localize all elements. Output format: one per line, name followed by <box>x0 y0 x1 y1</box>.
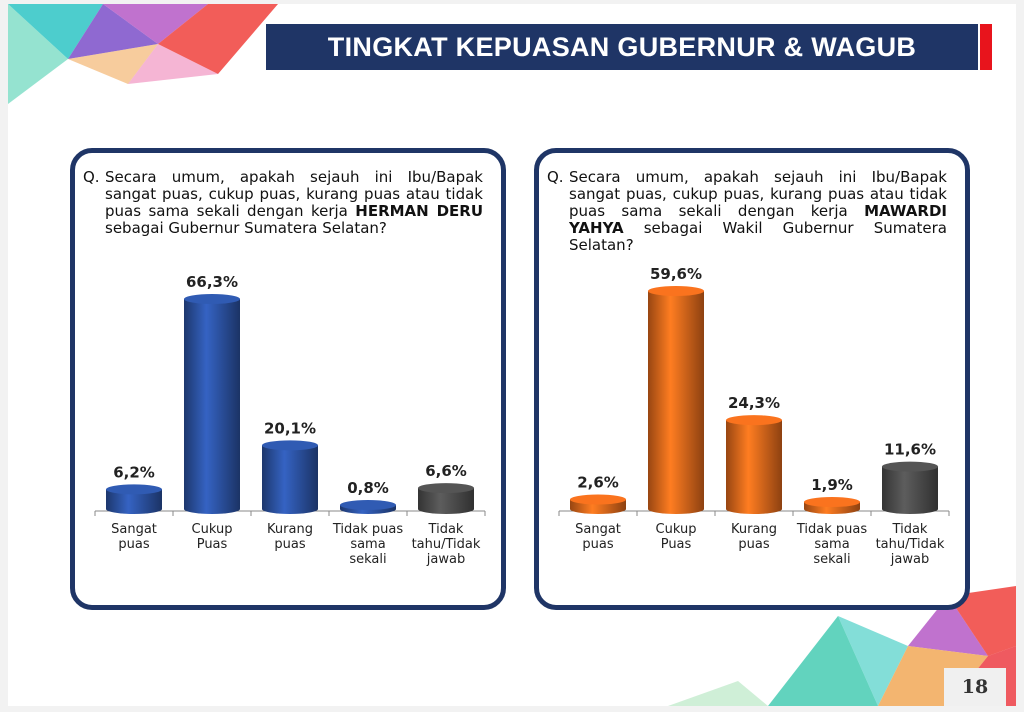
bar <box>804 497 860 514</box>
right-question: Q. Secara umum, apakah sejauh ini Ibu/Ba… <box>547 169 947 254</box>
right-bar-chart: 2,6% Sangat puas 59,6% Cukup Puas 24,3% Kurang p… <box>558 265 950 567</box>
slide: TINGKAT KEPUASAN GUBERNUR & WAGUB Q. Sec… <box>8 4 1016 706</box>
left-question-text-end: sebagai Gubernur Sumatera Selatan? <box>105 219 387 237</box>
category-label: Sangat puas <box>111 522 157 552</box>
category-label: Tidak tahu/Tidak jawab <box>876 522 945 567</box>
data-label: 11,6% <box>884 441 936 459</box>
category-label: Sangat puas <box>575 522 621 552</box>
page-title: TINGKAT KEPUASAN GUBERNUR & WAGUB <box>327 32 917 62</box>
left-question-prefix: Q. <box>83 168 100 186</box>
title-bar: TINGKAT KEPUASAN GUBERNUR & WAGUB <box>266 24 978 70</box>
bar <box>882 461 938 514</box>
data-label: 6,2% <box>113 463 155 481</box>
data-label: 6,6% <box>425 462 467 480</box>
data-label: 59,6% <box>650 265 702 283</box>
data-label: 1,9% <box>811 476 853 494</box>
title-accent-bar <box>980 24 992 70</box>
category-label: Tidak puas sama sekali <box>332 522 403 567</box>
right-question-prefix: Q. <box>547 168 564 186</box>
data-label: 2,6% <box>577 473 619 491</box>
data-label: 24,3% <box>728 394 780 412</box>
page-number: 18 <box>944 668 1006 706</box>
left-question-text: Secara umum, apakah sejauh ini Ibu/Bapak… <box>105 168 483 220</box>
bar <box>570 494 626 514</box>
left-bar-chart: 6,2% Sangat puas 66,3% Cukup Puas 20,1% Kurang p… <box>94 273 486 567</box>
bar <box>648 286 704 514</box>
right-chart-panel: Q. Secara umum, apakah sejauh ini Ibu/Ba… <box>534 148 970 610</box>
bar <box>418 483 474 514</box>
top-left-decoration <box>8 4 278 104</box>
left-chart-panel: Q. Secara umum, apakah sejauh ini Ibu/Ba… <box>70 148 506 610</box>
data-label: 20,1% <box>264 419 316 437</box>
right-question-name: MAWARDI YAHYA <box>569 202 947 237</box>
left-question: Q. Secara umum, apakah sejauh ini Ibu/Ba… <box>83 169 483 237</box>
category-label: Kurang puas <box>267 522 313 552</box>
bar <box>184 294 240 514</box>
data-label: 66,3% <box>186 273 238 291</box>
category-label: Tidak tahu/Tidak jawab <box>412 522 481 567</box>
bar <box>262 440 318 514</box>
bar <box>726 415 782 514</box>
bar <box>106 484 162 514</box>
data-label: 0,8% <box>347 479 389 497</box>
category-label: Kurang puas <box>731 522 777 552</box>
bar <box>340 500 396 514</box>
category-label: Tidak puas sama sekali <box>796 522 867 567</box>
category-label: Cukup Puas <box>656 522 697 552</box>
left-question-name: HERMAN DERU <box>355 202 483 220</box>
right-question-text: Secara umum, apakah sejauh ini Ibu/Bapak… <box>569 168 947 220</box>
category-label: Cukup Puas <box>192 522 233 552</box>
right-question-text-end: sebagai Wakil Gubernur Sumatera Selatan? <box>569 219 947 254</box>
